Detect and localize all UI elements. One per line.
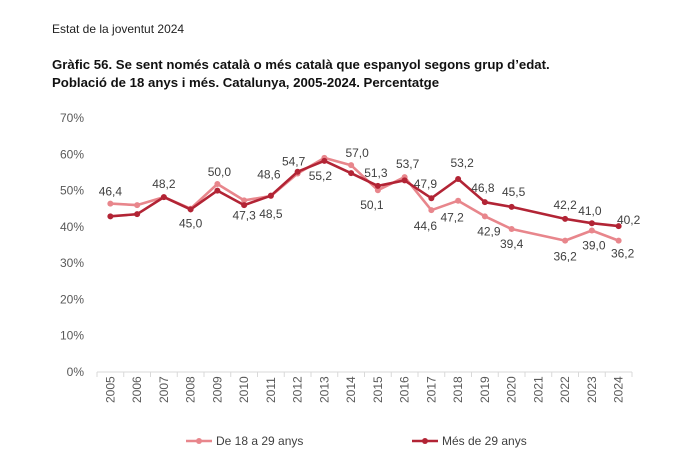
series-2-point <box>241 202 248 209</box>
data-label: 57,0 <box>345 146 369 160</box>
x-tick-label: 2024 <box>612 376 626 403</box>
x-tick-label: 2007 <box>157 376 171 403</box>
series-2-point <box>508 203 515 210</box>
legend-marker-2 <box>422 438 428 444</box>
series-1-point <box>374 187 381 194</box>
x-tick-label: 2015 <box>371 376 385 403</box>
x-tick-label: 2022 <box>558 376 572 403</box>
x-tick-label: 2011 <box>264 377 278 403</box>
series-1-point <box>214 181 221 188</box>
x-tick-label: 2005 <box>103 376 117 403</box>
data-label: 54,7 <box>282 155 306 169</box>
x-tick-label: 2009 <box>210 376 224 403</box>
x-tick-label: 2023 <box>585 376 599 403</box>
series-1-point <box>481 213 488 220</box>
data-label: 36,2 <box>611 247 635 261</box>
data-label: 48,6 <box>257 168 281 182</box>
y-tick-label: 60% <box>60 147 84 161</box>
data-label: 36,2 <box>553 250 577 264</box>
data-label: 46,4 <box>99 185 123 199</box>
data-label: 55,2 <box>309 169 333 183</box>
series-2-point <box>455 175 462 182</box>
data-label: 53,7 <box>396 157 420 171</box>
series-2-point <box>321 157 328 164</box>
data-label: 45,5 <box>502 185 526 199</box>
series-2-point <box>107 213 114 220</box>
series-1-point <box>134 202 141 209</box>
data-label: 47,3 <box>232 208 256 222</box>
data-label: 42,2 <box>553 198 577 212</box>
legend-marker-1 <box>196 438 202 444</box>
x-tick-label: 2006 <box>130 376 144 403</box>
series-2-point <box>562 215 569 222</box>
x-tick-label: 2008 <box>184 376 198 403</box>
x-tick-label: 2021 <box>531 376 545 403</box>
data-label: 47,2 <box>440 211 464 225</box>
series-2-point <box>348 170 355 177</box>
y-tick-label: 0% <box>67 365 85 379</box>
chart-title-line-2: Població de 18 anys i més. Catalunya, 20… <box>52 75 440 90</box>
legend-label-2: Més de 29 anys <box>442 434 527 448</box>
data-label: 39,0 <box>582 238 606 252</box>
y-tick-label: 10% <box>60 329 84 343</box>
series-2-point <box>134 211 141 218</box>
legend-label-1: De 18 a 29 anys <box>216 434 303 448</box>
data-label: 48,2 <box>152 177 176 191</box>
chart-title: Gràfic 56. Se sent només català o més ca… <box>52 56 672 92</box>
data-label: 47,9 <box>414 177 438 191</box>
x-tick-label: 2010 <box>237 376 251 403</box>
x-tick-label: 2014 <box>344 376 358 403</box>
data-label: 40,2 <box>617 213 641 227</box>
series-2-point <box>160 194 167 201</box>
series-1-point <box>615 237 622 244</box>
series-2-point <box>615 223 622 230</box>
series-1-point <box>508 226 515 233</box>
series-2-point <box>401 177 408 184</box>
data-label: 51,3 <box>364 166 388 180</box>
data-label: 39,4 <box>500 237 524 251</box>
series-2-point <box>294 168 301 175</box>
series-1-point <box>428 207 435 214</box>
series-1-point <box>455 197 462 204</box>
series-2-point <box>481 199 488 206</box>
series-2-point <box>214 187 221 194</box>
series-2-point <box>428 195 435 202</box>
series-2-point <box>588 220 595 227</box>
data-label: 53,2 <box>450 156 474 170</box>
data-label: 50,0 <box>208 165 232 179</box>
series-2-point <box>187 206 194 213</box>
x-tick-label: 2013 <box>317 376 331 403</box>
x-tick-label: 2019 <box>478 376 492 403</box>
y-tick-label: 20% <box>60 292 84 306</box>
data-label: 45,0 <box>179 217 203 231</box>
series-2-point <box>374 182 381 189</box>
report-header: Estat de la joventut 2024 <box>52 22 185 36</box>
x-tick-label: 2020 <box>505 376 519 403</box>
series-1-point <box>562 237 569 244</box>
data-label: 42,9 <box>477 224 501 238</box>
series-1-point <box>348 162 355 169</box>
y-tick-label: 50% <box>60 184 84 198</box>
x-tick-label: 2017 <box>424 376 438 403</box>
chart-title-line-1: Gràfic 56. Se sent només català o més ca… <box>52 57 550 72</box>
x-tick-label: 2012 <box>291 376 305 403</box>
x-tick-label: 2018 <box>451 376 465 403</box>
series-1-point <box>588 227 595 234</box>
data-label: 46,8 <box>471 181 495 195</box>
y-tick-label: 40% <box>60 220 84 234</box>
series-2-point <box>267 192 274 199</box>
data-label: 48,5 <box>259 207 283 221</box>
series-1-point <box>107 200 114 207</box>
x-tick-label: 2016 <box>398 376 412 403</box>
y-tick-label: 30% <box>60 256 84 270</box>
y-tick-label: 70% <box>60 111 84 125</box>
data-label: 44,6 <box>414 219 438 233</box>
data-label: 50,1 <box>360 198 384 212</box>
series-1-point <box>241 197 248 204</box>
data-label: 41,0 <box>578 204 602 218</box>
